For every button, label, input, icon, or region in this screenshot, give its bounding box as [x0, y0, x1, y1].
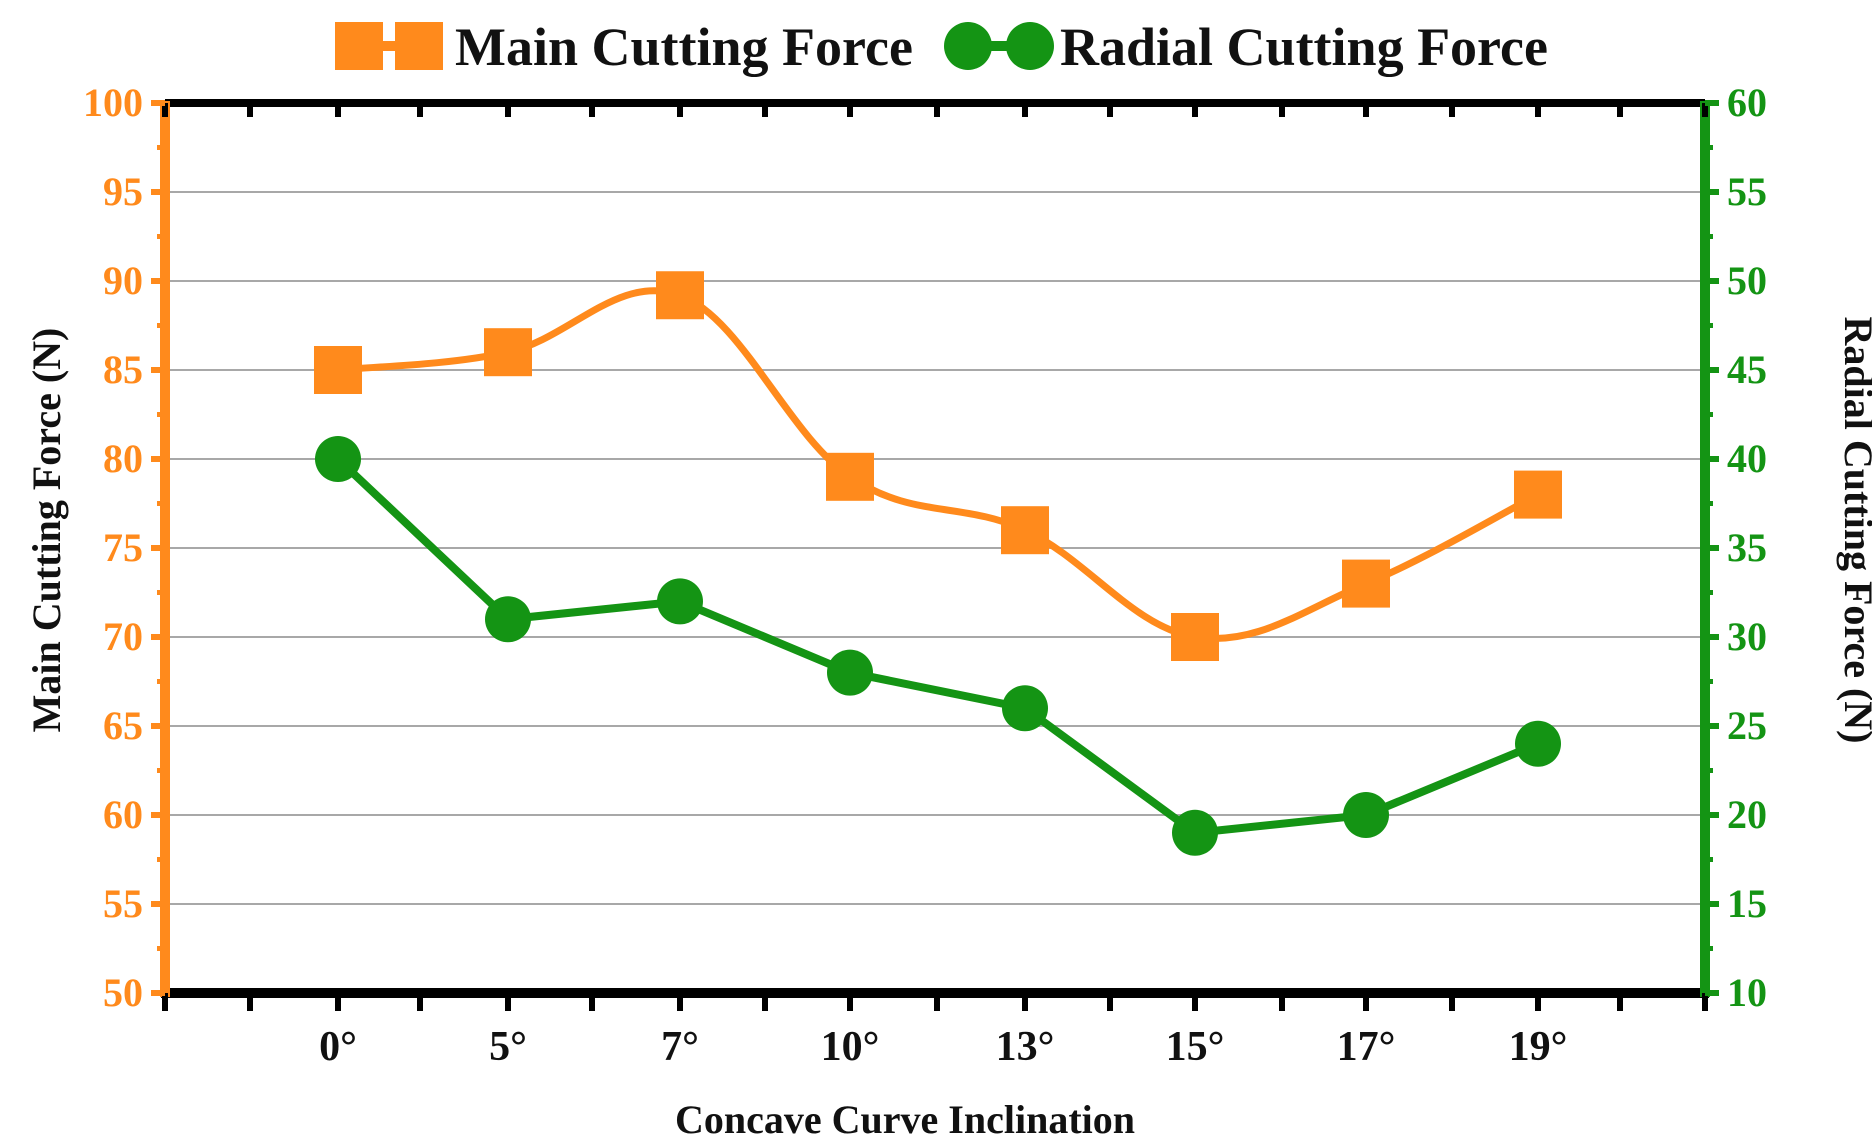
- y-right-tick-label: 10: [1727, 970, 1767, 1015]
- series-main-line: [337, 287, 1540, 642]
- y-left-tick-label: 80: [103, 436, 143, 481]
- x-tick-label: 7°: [661, 1024, 699, 1070]
- y-right-tick-label: 50: [1727, 258, 1767, 303]
- legend-main-label: Main Cutting Force: [455, 17, 913, 77]
- main-point-19deg: [1514, 470, 1562, 519]
- y-right-tick-label: 45: [1727, 347, 1767, 392]
- radial-point-19deg: [1515, 720, 1561, 767]
- x-tick-label: 19°: [1509, 1024, 1568, 1070]
- y-right-tick-label: 35: [1727, 525, 1767, 570]
- y-right-tick-label: 15: [1727, 881, 1767, 926]
- main-point-17deg: [1342, 559, 1390, 608]
- y-right-tick-label: 55: [1727, 169, 1767, 214]
- legend-main-marker: [335, 22, 443, 70]
- main-point-13deg: [1001, 506, 1049, 555]
- y-left-tick-label: 85: [103, 347, 143, 392]
- x-tick-label: 13°: [996, 1024, 1055, 1070]
- radial-point-15deg: [1172, 809, 1218, 856]
- y-right-tick-label: 40: [1727, 436, 1767, 481]
- radial-point-13deg: [1002, 685, 1048, 732]
- y-left-tick-label: 60: [103, 792, 143, 837]
- legend-radial-label: Radial Cutting Force: [1060, 17, 1548, 77]
- radial-point-10deg: [827, 649, 873, 696]
- x-tick-label: 0°: [319, 1024, 357, 1070]
- x-tick-label: 15°: [1166, 1024, 1225, 1070]
- y-left-tick-label: 50: [103, 970, 143, 1015]
- main-point-5deg: [484, 328, 532, 377]
- legend-radial-marker: [944, 22, 1054, 70]
- y-left-tick-label: 95: [103, 169, 143, 214]
- radial-point-5deg: [485, 596, 531, 643]
- y-right-tick-label: 30: [1727, 614, 1767, 659]
- legend: Main Cutting Force Radial Cutting Force: [335, 17, 1548, 77]
- plot-area: 50 55 60 65 70 75 80 85 90 95 100 10 15 20 25 30 35 40 45 5…: [83, 80, 1767, 1070]
- y-axis-left-title: Main Cutting Force (N): [24, 328, 69, 733]
- y-left-tick-label: 55: [103, 881, 143, 926]
- y-right-tick-label: 20: [1727, 792, 1767, 837]
- radial-point-7deg: [657, 578, 703, 625]
- y-left-tick-label: 90: [103, 258, 143, 303]
- series-radial-line: [335, 456, 1540, 837]
- y-left-tick-label: 70: [103, 614, 143, 659]
- main-point-0deg: [314, 346, 362, 394]
- main-point-15deg: [1171, 613, 1219, 661]
- x-tick-label: 10°: [821, 1024, 880, 1070]
- y-right-tick-label: 60: [1727, 80, 1767, 125]
- y-left-tick-label: 65: [103, 703, 143, 748]
- main-point-7deg: [656, 271, 704, 320]
- x-tick-label: 5°: [489, 1024, 527, 1070]
- y-axis-right-title: Radial Cutting Force (N): [1836, 317, 1872, 744]
- y-left-tick-label: 75: [103, 525, 143, 570]
- radial-point-0deg: [315, 436, 361, 482]
- radial-point-17deg: [1343, 792, 1389, 838]
- main-point-10deg: [826, 452, 874, 501]
- x-axis-title: Concave Curve Inclination: [675, 1097, 1135, 1142]
- x-tick-label: 17°: [1337, 1024, 1396, 1070]
- y-left-tick-label: 100: [83, 80, 143, 125]
- y-right-tick-label: 25: [1727, 703, 1767, 748]
